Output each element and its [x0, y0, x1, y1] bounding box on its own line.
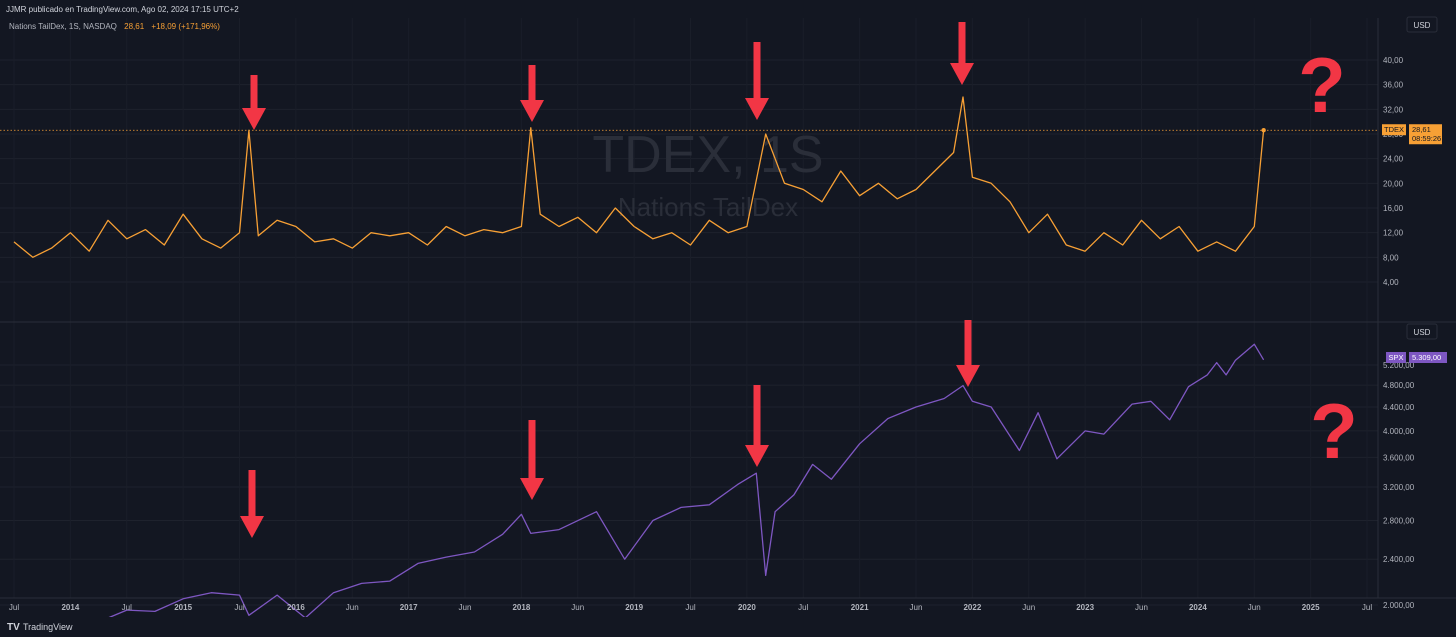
spx-series-line[interactable] [14, 343, 1265, 637]
legend-change: +18,09 (+171,96%) [151, 22, 220, 31]
spx-tag-symbol-bg [1386, 352, 1406, 363]
tdex-y-tick-label: 36,00 [1383, 81, 1404, 90]
tdex-y-tick-label: 24,00 [1383, 155, 1404, 164]
tdex-y-tick-label: 32,00 [1383, 105, 1404, 114]
red-down-arrow-icon [745, 385, 769, 467]
tdex-price-tag: TDEX 28,61 08:59:26 [1382, 124, 1442, 145]
tdex-y-tick-label: 12,00 [1383, 229, 1404, 238]
price-axis-bottom[interactable]: 2.000,00 2.400,00 2.800,00 3.200,00 3.600,00… [1383, 361, 1415, 610]
time-tick-label: 2021 [851, 603, 869, 612]
spx-y-tick-label: 3.200,00 [1383, 483, 1415, 492]
publisher-header: JJMR publicado en TradingView.com, Ago 0… [6, 5, 239, 14]
red-down-arrow-icon [956, 320, 980, 387]
time-tick-label: Jun [1135, 603, 1148, 612]
currency-button-bottom[interactable] [1406, 323, 1438, 340]
spx-tag-symbol: SPX [1388, 353, 1403, 362]
series-legend[interactable]: Nations TailDex, 1S, NASDAQ 28,61 +18,09… [9, 22, 220, 31]
tdex-tag-symbol-bg [1382, 124, 1406, 136]
tdex-tag-countdown: 08:59:26 [1412, 134, 1441, 143]
spx-y-tick-label: 4.000,00 [1383, 427, 1415, 436]
currency-label-top: USD [1414, 21, 1431, 30]
currency-label-bottom: USD [1414, 328, 1431, 337]
spx-y-tick-label: 4.400,00 [1383, 403, 1415, 412]
time-tick-label: Jul [122, 603, 132, 612]
time-tick-label: 2024 [1189, 603, 1207, 612]
time-tick-label: Jun [1022, 603, 1035, 612]
spx-y-tick-label: 4.800,00 [1383, 381, 1415, 390]
tdex-y-tick-label: 40,00 [1383, 56, 1404, 65]
time-tick-label: Jun [1248, 603, 1261, 612]
tdex-y-tick-label: 4,00 [1383, 278, 1399, 287]
time-tick-label: 2023 [1076, 603, 1094, 612]
time-tick-label: 2018 [512, 603, 530, 612]
legend-last: 28,61 [124, 22, 145, 31]
spx-y-tick-label: 5.200,00 [1383, 361, 1415, 370]
spx-tag-value: 5.309,00 [1412, 353, 1441, 362]
tdex-tag-value: 28,61 [1412, 125, 1431, 134]
tdex-y-tick-label: 20,00 [1383, 179, 1404, 188]
question-mark-top: ? [1298, 41, 1346, 129]
spx-y-tick-label: 2.000,00 [1383, 601, 1415, 610]
footer-brand: TradingView [23, 622, 73, 632]
time-tick-label: Jul [685, 603, 695, 612]
spx-y-tick-label: 2.400,00 [1383, 555, 1415, 564]
red-down-arrow-icon [950, 22, 974, 85]
red-down-arrow-icon [520, 420, 544, 500]
tdex-tag-value-bg [1409, 124, 1442, 145]
spx-y-tick-label: 2.800,00 [1383, 516, 1415, 525]
tdex-series-line[interactable] [13, 96, 1265, 258]
question-mark-bottom: ? [1310, 387, 1358, 475]
spx-price-tag: SPX 5.309,00 [1386, 352, 1447, 363]
annotation-arrows [240, 22, 980, 538]
time-tick-label: 2017 [400, 603, 418, 612]
spx-y-tick-label: 3.600,00 [1383, 453, 1415, 462]
tdex-tag-symbol: TDEX [1384, 125, 1404, 134]
time-tick-label: Jul [798, 603, 808, 612]
time-tick-label: Jun [459, 603, 472, 612]
red-down-arrow-icon [520, 65, 544, 122]
time-tick-label: Jul [234, 603, 244, 612]
red-down-arrow-icon [240, 470, 264, 538]
spx-tag-value-bg [1409, 352, 1447, 363]
grid-lines [0, 18, 1378, 606]
time-tick-label: 2019 [625, 603, 643, 612]
time-tick-label: 2015 [174, 603, 192, 612]
time-tick-label: Jun [571, 603, 584, 612]
currency-button-top[interactable] [1406, 16, 1438, 33]
time-tick-label: Jul [9, 603, 19, 612]
tradingview-logo-icon: TV [7, 622, 20, 633]
tdex-last-point [1261, 128, 1266, 133]
time-tick-label: 2020 [738, 603, 756, 612]
tdex-y-tick-label: 8,00 [1383, 253, 1399, 262]
time-tick-label: 2016 [287, 603, 305, 612]
time-tick-label: 2014 [61, 603, 79, 612]
watermark-name: Nations TailDex [618, 192, 798, 222]
price-axis-top[interactable]: 4,008,0012,0016,0020,0024,0028,0032,0036… [1383, 56, 1404, 287]
time-tick-label: Jul [1362, 603, 1372, 612]
legend-name: Nations TailDex, 1S, NASDAQ [9, 22, 117, 31]
red-down-arrow-icon [745, 42, 769, 120]
tdex-y-tick-label: 16,00 [1383, 204, 1404, 213]
time-axis[interactable]: Jul 2014 Jul 2015 Jul 2016 Jun 2017 Jun 2018 Jun 20… [9, 603, 1372, 612]
red-down-arrow-icon [242, 75, 266, 130]
time-tick-label: 2022 [963, 603, 981, 612]
footer-bar [0, 617, 1456, 637]
watermark-symbol: TDEX, 1S [592, 126, 823, 184]
time-tick-label: 2025 [1302, 603, 1320, 612]
time-tick-label: Jun [346, 603, 359, 612]
time-tick-label: Jun [910, 603, 923, 612]
